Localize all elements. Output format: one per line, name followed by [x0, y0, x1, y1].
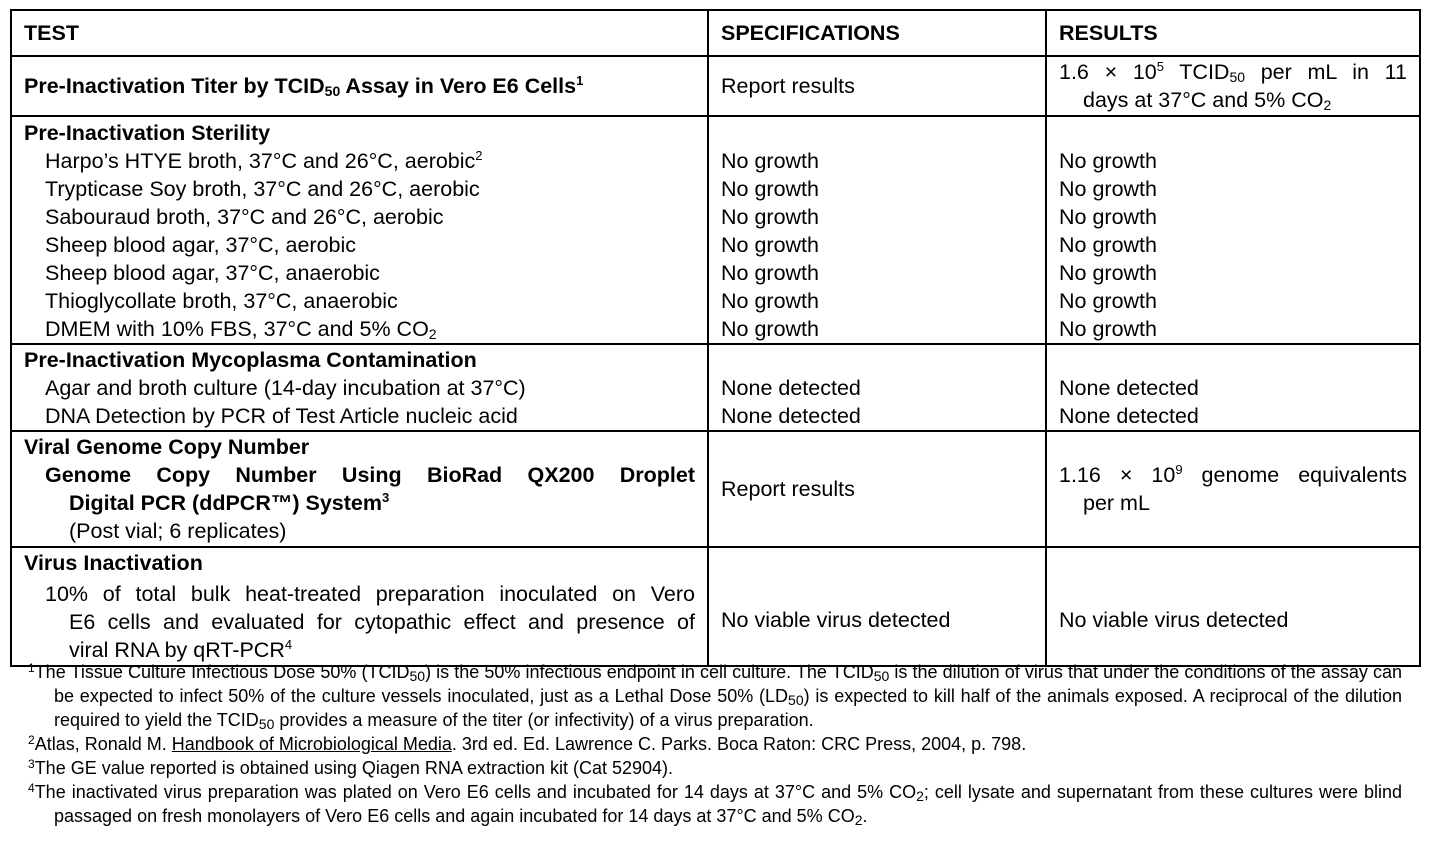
titer-spec: Report results [707, 55, 1047, 117]
sterility-result-2: No growth [1059, 177, 1157, 201]
mycoplasma-result-1: None detected [1059, 376, 1199, 400]
inactivation-description: 10% of total bulk heat-treated preparati… [45, 582, 695, 662]
specifications-table: TEST SPECIFICATIONS RESULTS Pre-Inactiva… [10, 9, 1421, 667]
header-specifications: SPECIFICATIONS [707, 9, 1047, 57]
footnote-2: 2Atlas, Ronald M. Handbook of Microbiolo… [28, 733, 1027, 754]
mycoplasma-result-2: None detected [1059, 404, 1199, 428]
header-row: TEST SPECIFICATIONS RESULTS [10, 9, 1421, 57]
genome-result: 1.16 × 109 genome equivalents per mL [1045, 430, 1421, 548]
sterility-spec-1: No growth [721, 149, 819, 173]
inactivation-test: Virus Inactivation 10% of total bulk hea… [10, 546, 709, 667]
sterility-item-1: Harpo’s HTYE broth, 37°C and 26°C, aerob… [45, 148, 483, 173]
footnote-4: 4The inactivated virus preparation was p… [28, 781, 1402, 828]
mycoplasma-heading: Pre-Inactivation Mycoplasma Contaminatio… [24, 348, 477, 372]
mycoplasma-spec-1: None detected [721, 376, 861, 400]
sterility-test: Pre-Inactivation Sterility Harpo’s HTYE … [10, 115, 709, 345]
genome-method: Genome Copy Number Using BioRad QX200 Dr… [45, 463, 695, 515]
genome-heading: Viral Genome Copy Number [24, 435, 310, 459]
genome-row: Viral Genome Copy Number Genome Copy Num… [10, 430, 1421, 548]
mycoplasma-specs: None detected None detected [707, 343, 1047, 432]
sterility-specs: No growth No growth No growth No growth … [707, 115, 1047, 345]
sterility-heading: Pre-Inactivation Sterility [24, 121, 271, 145]
titer-test: Pre-Inactivation Titer by TCID50 Assay i… [10, 55, 709, 117]
footnote-1: 1The Tissue Culture Infectious Dose 50% … [28, 661, 1402, 732]
sterility-row: Pre-Inactivation Sterility Harpo’s HTYE … [10, 115, 1421, 345]
footnotes: 1The Tissue Culture Infectious Dose 50% … [28, 660, 1402, 828]
sterility-item-2: Trypticase Soy broth, 37°C and 26°C, aer… [45, 177, 480, 201]
sterility-item-3: Sabouraud broth, 37°C and 26°C, aerobic [45, 205, 444, 229]
sterility-spec-2: No growth [721, 177, 819, 201]
mycoplasma-item-1: Agar and broth culture (14-day incubatio… [45, 376, 526, 400]
sterility-results: No growth No growth No growth No growth … [1045, 115, 1421, 345]
inactivation-row: Virus Inactivation 10% of total bulk hea… [10, 546, 1421, 667]
titer-row: Pre-Inactivation Titer by TCID50 Assay i… [10, 55, 1421, 117]
sterility-result-5: No growth [1059, 261, 1157, 285]
mycoplasma-test: Pre-Inactivation Mycoplasma Contaminatio… [10, 343, 709, 432]
sterility-item-6: Thioglycollate broth, 37°C, anaerobic [45, 289, 398, 313]
sterility-spec-6: No growth [721, 289, 819, 313]
sterility-spec-7: No growth [721, 317, 819, 341]
sterility-result-1: No growth [1059, 149, 1157, 173]
footnote-3: 3The GE value reported is obtained using… [28, 757, 674, 778]
inactivation-result: No viable virus detected [1045, 546, 1421, 667]
inactivation-heading: Virus Inactivation [24, 551, 203, 575]
sterility-item-4: Sheep blood agar, 37°C, aerobic [45, 233, 357, 257]
sterility-item-5: Sheep blood agar, 37°C, anaerobic [45, 261, 380, 285]
mycoplasma-spec-2: None detected [721, 404, 861, 428]
reference-title-link[interactable]: Handbook of Microbiological Media [171, 734, 452, 754]
sterility-result-7: No growth [1059, 317, 1157, 341]
sterility-spec-4: No growth [721, 233, 819, 257]
sterility-result-6: No growth [1059, 289, 1157, 313]
genome-test: Viral Genome Copy Number Genome Copy Num… [10, 430, 709, 548]
inactivation-spec: No viable virus detected [707, 546, 1047, 667]
titer-result: 1.6 × 105 TCID50 per mL in 11 days at 37… [1045, 55, 1421, 117]
sterility-result-3: No growth [1059, 205, 1157, 229]
mycoplasma-results: None detected None detected [1045, 343, 1421, 432]
genome-method-note: (Post vial; 6 replicates) [69, 519, 287, 543]
sterility-spec-3: No growth [721, 205, 819, 229]
genome-spec: Report results [707, 430, 1047, 548]
header-results: RESULTS [1045, 9, 1421, 57]
sterility-spec-5: No growth [721, 261, 819, 285]
sterility-item-7: DMEM with 10% FBS, 37°C and 5% CO2 [45, 317, 437, 342]
mycoplasma-row: Pre-Inactivation Mycoplasma Contaminatio… [10, 343, 1421, 432]
header-test: TEST [10, 9, 709, 57]
mycoplasma-item-2: DNA Detection by PCR of Test Article nuc… [45, 404, 518, 428]
sterility-result-4: No growth [1059, 233, 1157, 257]
